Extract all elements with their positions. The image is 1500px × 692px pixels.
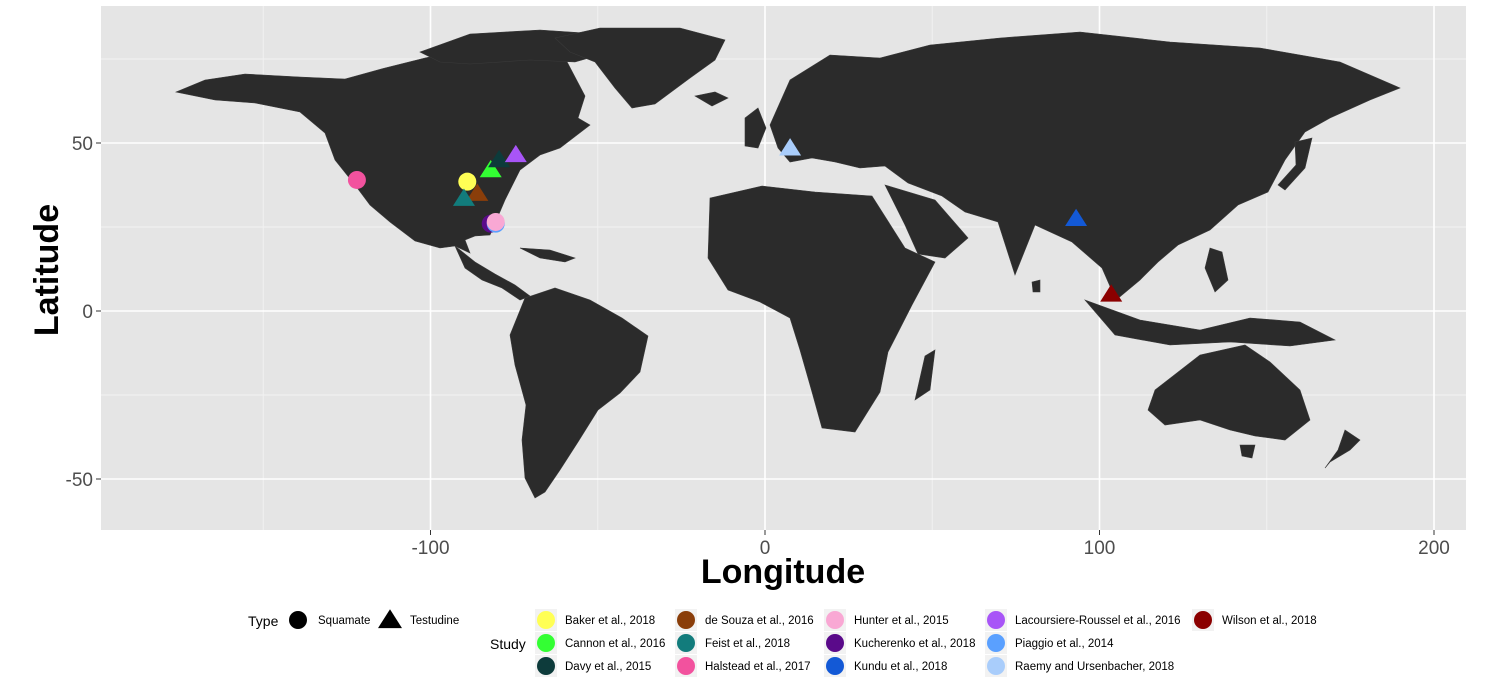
legend-study-items: Baker et al., 2018 Cannon et al., 2016 Dav… — [535, 609, 1317, 677]
landmass-tasmania — [1239, 444, 1256, 459]
legend-study-label: Kundu et al., 2018 — [854, 661, 947, 673]
legend-color-key — [826, 611, 844, 629]
landmass-sri-lanka — [1031, 279, 1041, 293]
x-tick-label: 200 — [1418, 538, 1450, 559]
x-tick-label: -100 — [411, 538, 449, 559]
legend-color-key — [987, 634, 1005, 652]
landmass-south-america — [509, 287, 649, 499]
legend-color-key — [987, 657, 1005, 675]
landmass-philippines — [1204, 247, 1229, 293]
point-testudine — [466, 183, 489, 201]
legend-color-key — [1194, 611, 1212, 629]
y-axis-title: Latitude — [28, 204, 66, 336]
point-testudine — [1100, 284, 1123, 302]
landmass-africa — [707, 185, 936, 433]
point-testudine — [504, 144, 527, 163]
legend-color-key — [826, 657, 844, 675]
legend-study-label: Feist et al., 2018 — [705, 638, 790, 650]
landmass-indonesia — [1084, 299, 1336, 347]
legend-study-label: Wilson et al., 2018 — [1222, 615, 1317, 627]
y-axis-ticks: -50 0 50 — [66, 134, 101, 491]
legend-color-key — [677, 611, 695, 629]
legend-study-label: Kucherenko et al., 2018 — [854, 638, 975, 650]
legend-study-title: Study — [490, 636, 526, 652]
landmass-eurasia — [769, 31, 1401, 301]
point-testudine — [488, 149, 511, 168]
landmass-caribbean — [519, 247, 576, 263]
landmass-australia — [1147, 344, 1311, 441]
legend-study-label: Halstead et al., 2017 — [705, 661, 811, 673]
study-points — [347, 138, 1123, 302]
legend-color-key — [677, 657, 695, 675]
legend-color-key — [537, 657, 555, 675]
legend-triangle-key — [378, 609, 402, 629]
y-tick-label: 50 — [72, 134, 93, 155]
landmass-iceland — [694, 91, 729, 107]
point-testudine — [1065, 208, 1088, 227]
legend-study-label: Cannon et al., 2016 — [565, 638, 665, 650]
x-tick-label: 0 — [760, 538, 771, 559]
legend-study-label: Baker et al., 2018 — [565, 615, 655, 627]
x-tick-label: 100 — [1084, 538, 1116, 559]
x-axis-ticks: -100 0 100 200 — [411, 530, 1450, 559]
landmass-arabia — [884, 184, 969, 259]
legend-color-key — [537, 611, 555, 629]
legend-study-label: Lacoursiere-Roussel et al., 2016 — [1015, 615, 1181, 627]
legend-color-key — [826, 634, 844, 652]
legend: Type Squamate Testudine Study Baker et al… — [248, 609, 1317, 677]
landmass-greenland — [554, 27, 726, 109]
legend-type-items: Squamate Testudine — [289, 609, 459, 629]
point-squamate — [347, 170, 366, 189]
y-tick-label: 0 — [82, 302, 93, 323]
point-testudine — [479, 159, 502, 178]
legend-study-label: Raemy and Ursenbacher, 2018 — [1015, 661, 1174, 673]
legend-study-label: Hunter et al., 2015 — [854, 615, 949, 627]
legend-color-key — [987, 611, 1005, 629]
point-squamate — [458, 172, 477, 191]
legend-study-label: Piaggio et al., 2014 — [1015, 638, 1114, 650]
legend-study-label: de Souza et al., 2016 — [705, 615, 814, 627]
legend-type-label: Testudine — [410, 615, 459, 627]
legend-color-key — [677, 634, 695, 652]
landmass-madagascar — [914, 349, 936, 401]
legend-type-title: Type — [248, 613, 279, 629]
point-testudine — [452, 188, 475, 206]
point-testudine — [779, 138, 802, 156]
legend-study-label: Davy et al., 2015 — [565, 661, 651, 673]
y-tick-label: -50 — [66, 470, 93, 491]
landmass-japan — [1277, 137, 1313, 191]
legend-circle-key — [289, 611, 307, 629]
legend-color-key — [537, 634, 555, 652]
legend-type-label: Squamate — [318, 615, 370, 627]
point-squamate — [486, 212, 505, 231]
landmass-british-isles — [744, 107, 767, 149]
landmass-new-zealand — [1324, 429, 1361, 469]
x-axis-title: Longitude — [701, 553, 865, 591]
